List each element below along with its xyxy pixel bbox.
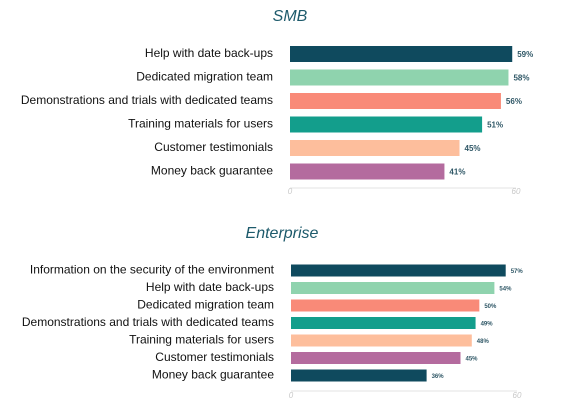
category-label: Dedicated migration team [136,70,273,84]
category-label: Information on the security of the envir… [30,263,275,277]
value-label: 51% [487,121,503,130]
bar [291,369,427,382]
bar [291,264,506,277]
bar [291,317,476,329]
value-label: 41% [449,168,465,177]
chart-title: SMB [273,8,308,25]
value-label: 50% [484,304,497,310]
x-tick-label: 0 [288,187,293,196]
value-label: 45% [465,144,481,153]
value-label: 49% [481,322,494,328]
value-label: 36% [432,374,445,380]
category-label: Training materials for users [129,333,274,347]
category-label: Demonstrations and trials with dedicated… [21,93,273,107]
bar [291,352,461,364]
category-label: Money back guarantee [152,368,274,382]
bar [290,46,513,62]
category-label: Demonstrations and trials with dedicated… [22,315,274,329]
category-label: Training materials for users [128,117,273,131]
value-label: 59% [517,50,533,59]
category-label: Customer testimonials [154,140,273,154]
bar [290,69,509,86]
bar [290,93,501,109]
category-label: Money back guarantee [151,164,273,178]
enterprise-chart: Enterprise Information on the security of… [22,225,523,400]
bar [291,334,472,347]
x-tick-label: 60 [512,187,521,196]
bar [290,116,483,133]
chart-title: Enterprise [246,225,319,242]
smb-chart: SMB Help with date back-ups 59% Dedicated m… [21,8,533,196]
x-tick-label: 60 [513,391,522,400]
value-label: 48% [477,339,490,345]
value-label: 58% [513,74,529,83]
x-tick-label: 0 [289,391,294,400]
category-label: Customer testimonials [155,350,274,364]
value-label: 56% [506,97,522,106]
category-label: Dedicated migration team [137,298,274,312]
bar [291,282,495,294]
value-label: 57% [511,269,524,275]
bar [291,299,480,312]
value-label: 45% [466,357,479,363]
bar [290,163,445,180]
value-label: 54% [499,287,512,293]
category-label: Help with date back-ups [145,46,273,60]
bar [290,140,460,156]
category-label: Help with date back-ups [146,280,274,294]
